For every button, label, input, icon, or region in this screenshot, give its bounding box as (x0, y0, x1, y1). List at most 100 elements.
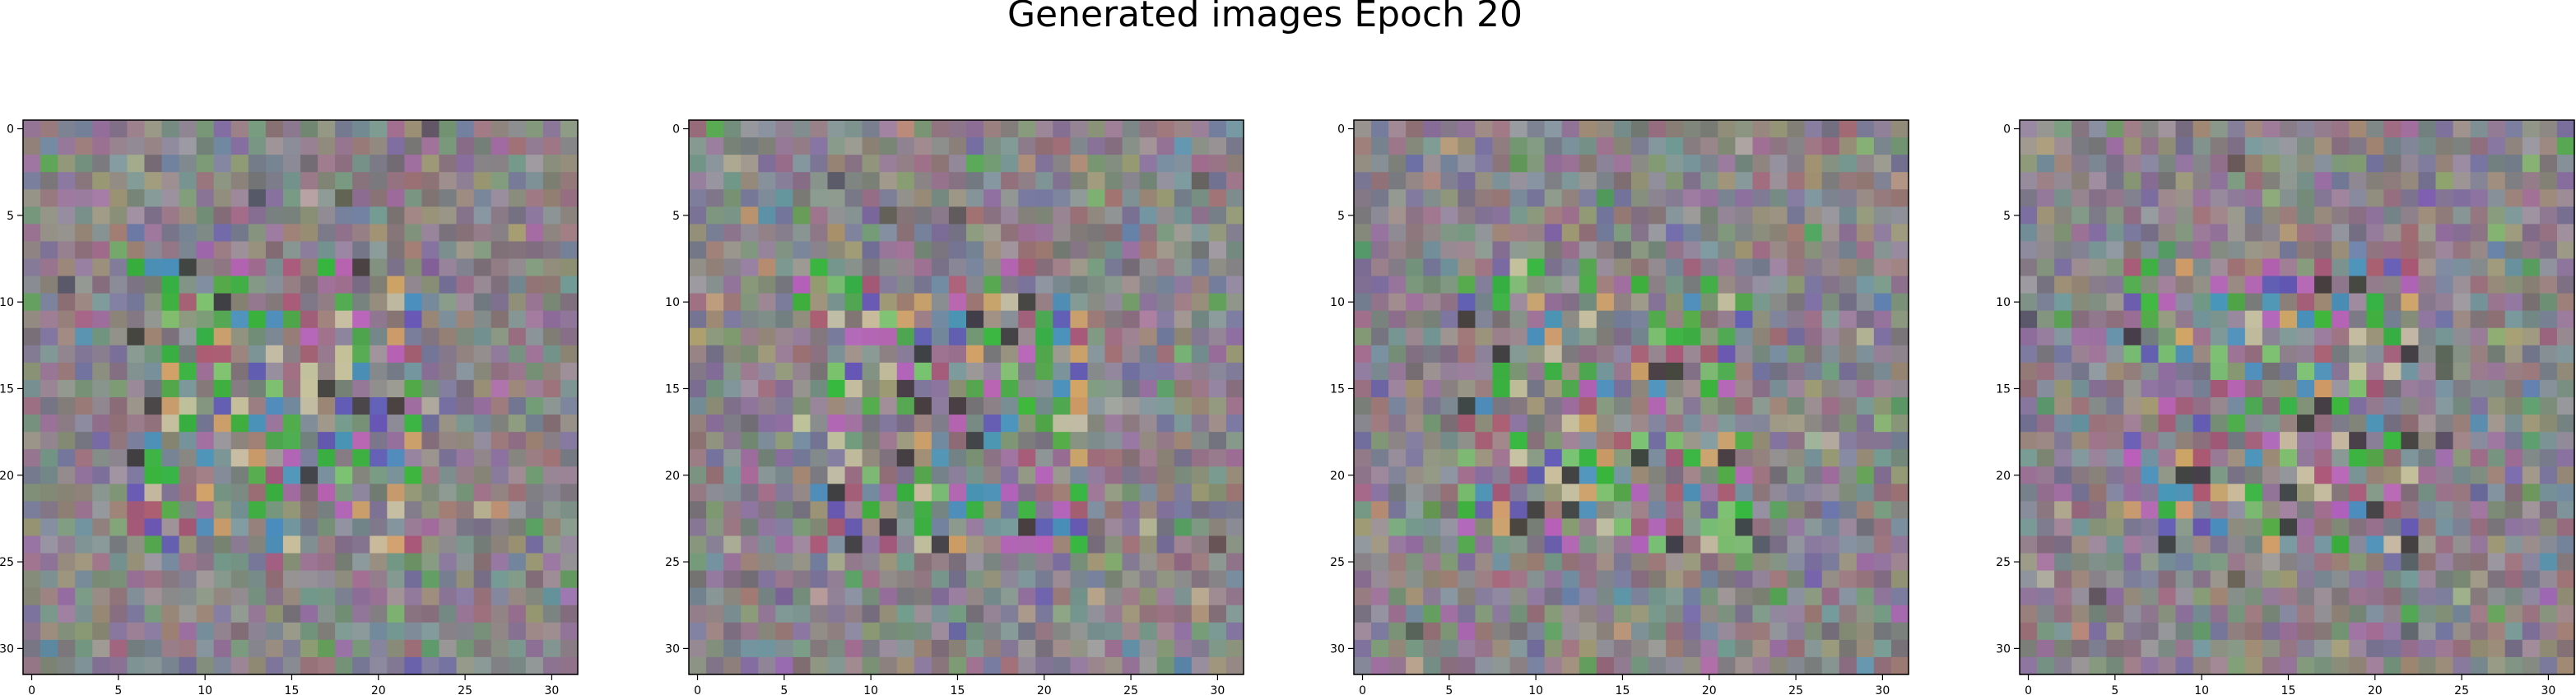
pixel-cell (879, 120, 898, 138)
pixel-cell (491, 224, 509, 243)
pixel-cell (1122, 362, 1141, 381)
pixel-cell (318, 570, 336, 589)
pixel-cell (2435, 276, 2454, 294)
pixel-cell (109, 656, 128, 675)
pixel-cell (1856, 553, 1875, 572)
pixel-cell (404, 397, 423, 415)
pixel-cell (1104, 639, 1123, 658)
pixel-cell (387, 379, 405, 398)
pixel-cell (1423, 345, 1441, 364)
pixel-cell (1527, 415, 1546, 433)
pixel-cell (2539, 241, 2558, 260)
pixel-cell (2158, 276, 2177, 294)
pixel-cell (810, 656, 829, 675)
pixel-cell (421, 466, 440, 484)
pixel-cell (75, 484, 93, 502)
pixel-cell (196, 189, 215, 207)
pixel-cell (1631, 310, 1649, 329)
pixel-cell (335, 310, 353, 329)
pixel-cell (2332, 241, 2350, 260)
pixel-cell (196, 241, 215, 260)
pixel-cell (1053, 605, 1071, 623)
pixel-cell (1579, 501, 1597, 520)
pixel-cell (758, 276, 776, 294)
pixel-cell (1890, 397, 1909, 415)
pixel-cell (508, 587, 527, 606)
pixel-cell (1648, 293, 1667, 312)
pixel-cell (179, 501, 198, 520)
pixel-cell (248, 241, 267, 260)
pixel-cell (491, 120, 509, 138)
pixel-cell (1613, 484, 1632, 502)
pixel-cell (1087, 293, 1106, 312)
pixel-cell (40, 327, 58, 346)
pixel-cell (508, 656, 527, 675)
pixel-cell (1787, 605, 1806, 623)
pixel-cell (1579, 310, 1597, 329)
pixel-cell (1139, 415, 1158, 433)
pixel-cell (1406, 327, 1424, 346)
pixel-cell (948, 449, 967, 467)
pixel-cell (983, 587, 1002, 606)
pixel-cell (741, 553, 759, 572)
pixel-cell (1458, 241, 1476, 260)
pixel-cell (1191, 345, 1210, 364)
pixel-cell (2522, 639, 2541, 658)
pixel-cell (1475, 327, 1494, 346)
pixel-cell (1787, 656, 1806, 675)
pixel-cell (1225, 345, 1244, 364)
pixel-cell (2175, 362, 2194, 381)
pixel-cell (1666, 518, 1684, 537)
pixel-cell (335, 241, 353, 260)
pixel-cell (2418, 241, 2437, 260)
pixel-cell (370, 501, 388, 520)
pixel-cell (1001, 137, 1019, 155)
pixel-cell (404, 362, 423, 381)
pixel-cell (2037, 415, 2055, 433)
pixel-cell (2210, 241, 2229, 260)
pixel-cell (689, 172, 707, 190)
pixel-cell (508, 345, 527, 364)
pixel-cell (1787, 570, 1806, 589)
pixel-cell (1354, 258, 1372, 277)
pixel-cell (2383, 241, 2402, 260)
pixel-cell (1458, 206, 1476, 225)
pixel-cell (2279, 432, 2298, 450)
pixel-cell (2054, 484, 2072, 502)
pixel-cell (2227, 293, 2246, 312)
pixel-cell (896, 155, 915, 173)
pixel-cell (300, 432, 319, 450)
pixel-cell (1035, 570, 1053, 589)
pixel-cell (1458, 484, 1476, 502)
pixel-cell (92, 587, 110, 606)
pixel-cell (1001, 535, 1019, 554)
pixel-cell (23, 639, 41, 658)
pixel-cell (1208, 605, 1227, 623)
pixel-cell (2123, 587, 2142, 606)
pixel-cell (491, 622, 509, 641)
pixel-cell (793, 397, 811, 415)
pixel-cell (2054, 605, 2072, 623)
pixel-cell (213, 120, 232, 138)
pixel-cell (758, 172, 776, 190)
pixel-cell (2054, 397, 2072, 415)
pixel-cell (404, 258, 423, 277)
pixel-cell (2332, 397, 2350, 415)
pixel-cell (827, 258, 846, 277)
pixel-cell (2089, 570, 2107, 589)
pixel-cell (2332, 258, 2350, 277)
pixel-cell (1191, 449, 1210, 467)
pixel-cell (1070, 397, 1089, 415)
pixel-cell (1371, 379, 1389, 398)
pixel-cell (335, 379, 353, 398)
pixel-cell (1035, 656, 1053, 675)
pixel-cell (230, 639, 249, 658)
pixel-cell (1070, 137, 1089, 155)
pixel-cell (1208, 241, 1227, 260)
pixel-cell (2158, 362, 2177, 381)
pixel-cell (2192, 570, 2211, 589)
pixel-cell (2037, 432, 2055, 450)
pixel-cell (1839, 432, 1858, 450)
pixel-cell (966, 639, 984, 658)
pixel-cell (1087, 535, 1106, 554)
